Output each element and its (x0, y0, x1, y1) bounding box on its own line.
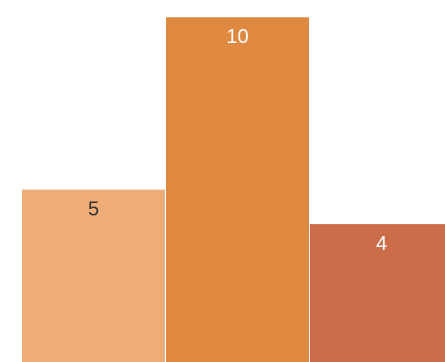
data-label-2: 10 (226, 26, 248, 48)
data-labels-group: 5 10 4 (88, 26, 387, 255)
bar-2 (166, 17, 309, 362)
bars-group (22, 17, 445, 362)
bar-3 (310, 224, 445, 362)
data-label-1: 5 (88, 199, 99, 221)
data-label-3: 4 (376, 233, 387, 255)
bar-1 (22, 189, 165, 362)
